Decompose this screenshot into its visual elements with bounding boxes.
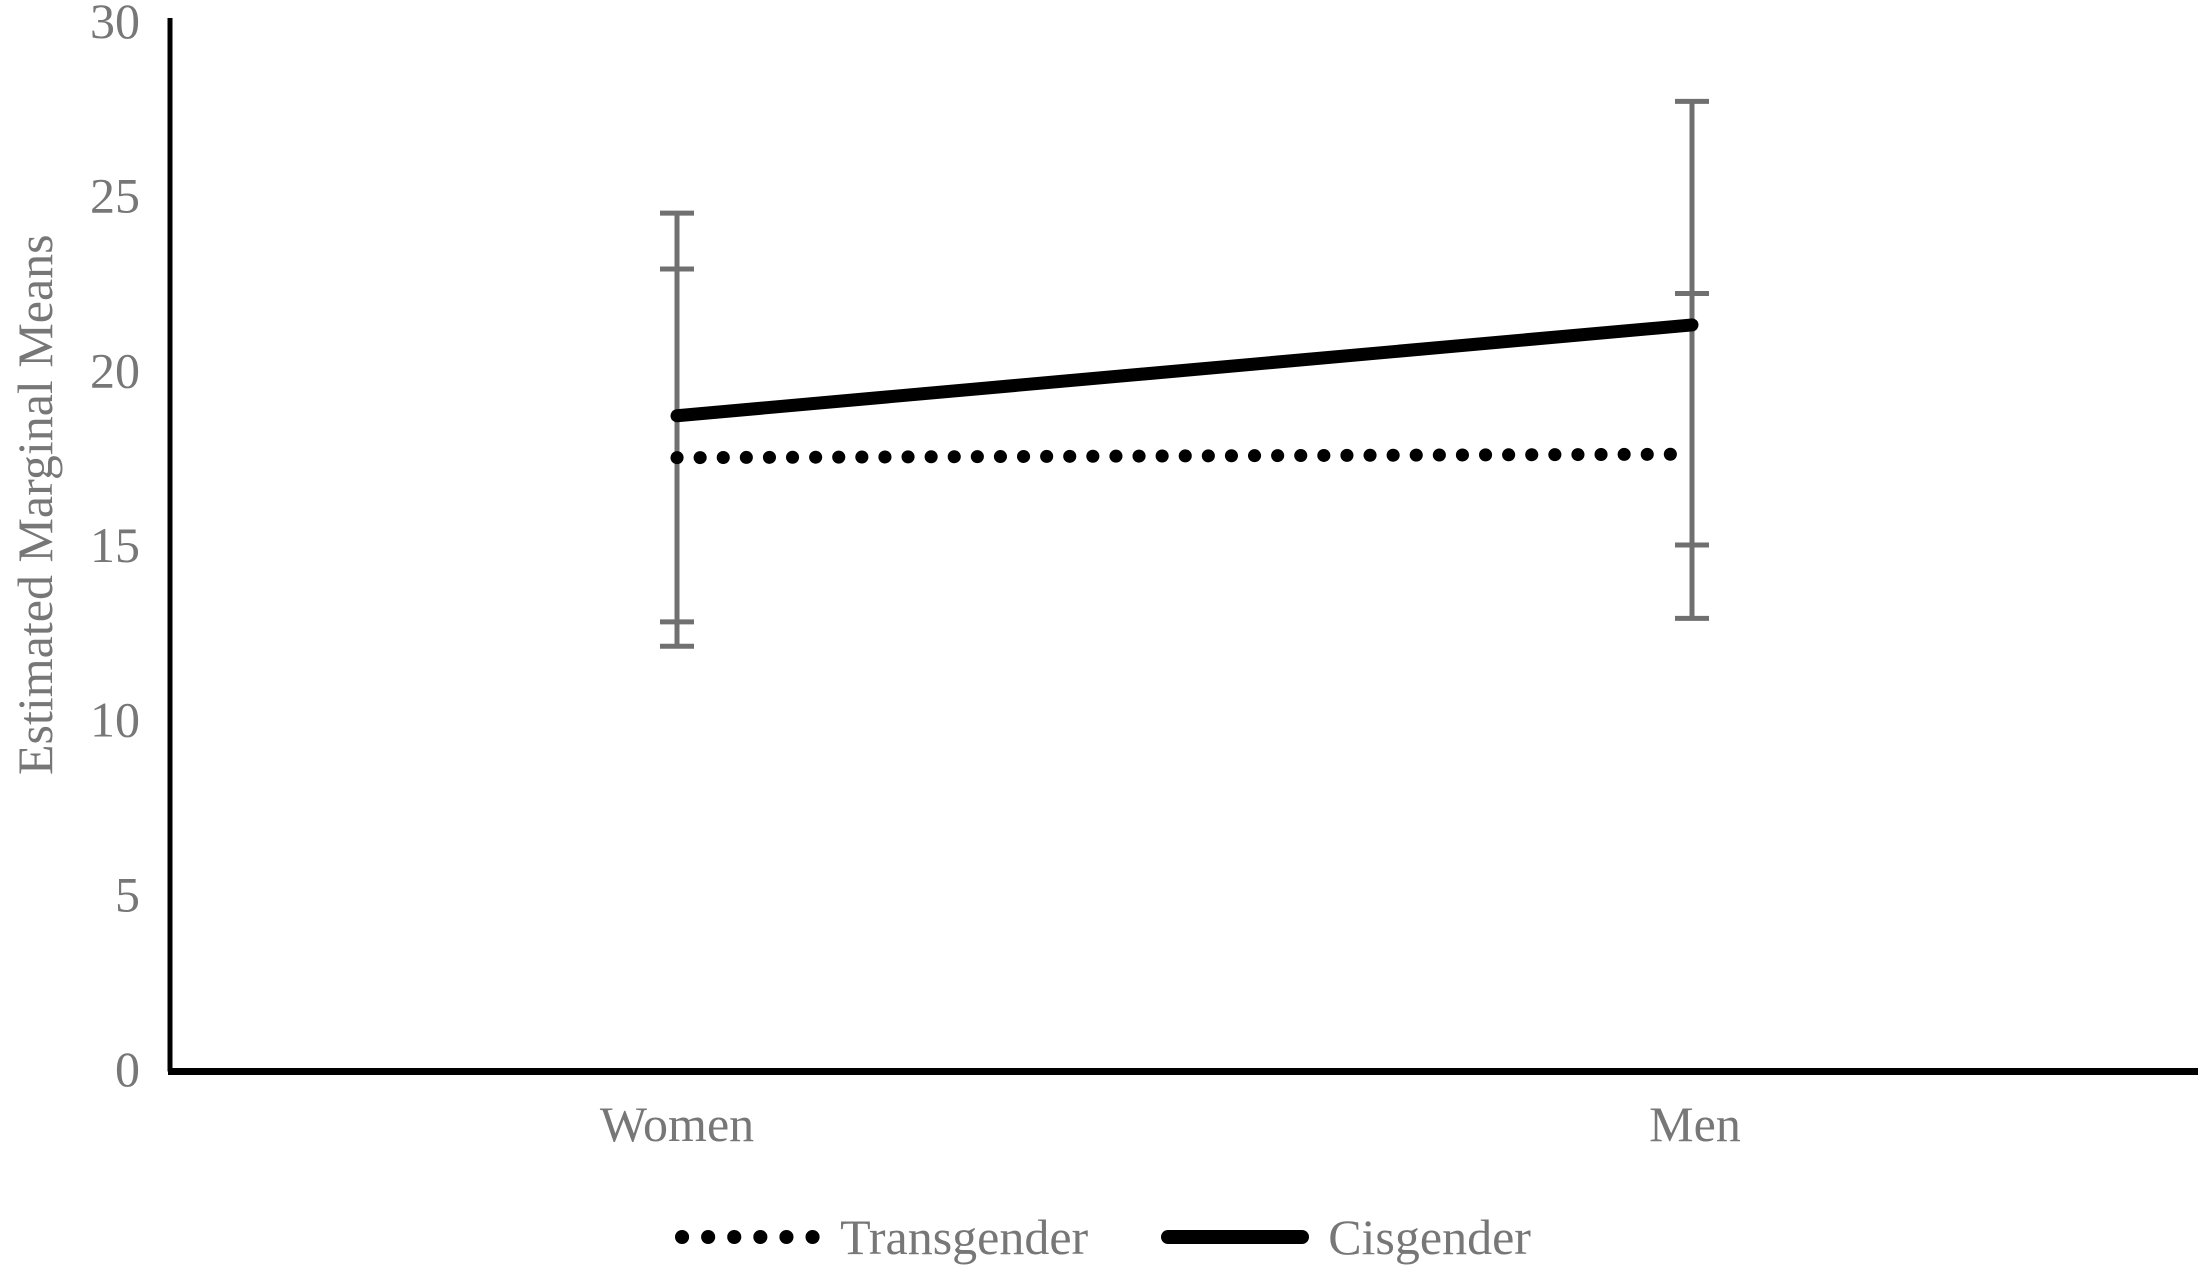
x-category-label-men: Men bbox=[1649, 1096, 1741, 1152]
y-tick-label: 15 bbox=[90, 517, 140, 573]
solid-line-swatch bbox=[1161, 1230, 1310, 1244]
y-tick-label: 20 bbox=[90, 342, 140, 398]
y-tick-label: 10 bbox=[90, 692, 140, 748]
legend-item-cisgender: Cisgender bbox=[1160, 1208, 1531, 1266]
y-tick-label: 5 bbox=[115, 866, 140, 922]
legend-label-transgender: Transgender bbox=[840, 1209, 1089, 1265]
y-axis-title: Estimated Marginal Means bbox=[7, 234, 63, 775]
y-tick-label: 25 bbox=[90, 168, 140, 224]
legend-item-transgender: Transgender bbox=[672, 1208, 1088, 1266]
y-tick-label: 0 bbox=[115, 1041, 140, 1097]
dotted-line-swatch bbox=[675, 1230, 822, 1244]
y-tick-label: 30 bbox=[90, 0, 140, 49]
series-line-cisgender bbox=[670, 318, 1699, 423]
series-line-transgender bbox=[670, 447, 1699, 465]
legend-label-cisgender: Cisgender bbox=[1328, 1209, 1531, 1265]
x-category-label-women: Women bbox=[599, 1096, 755, 1152]
legend: Transgender Cisgender bbox=[0, 1208, 2203, 1266]
